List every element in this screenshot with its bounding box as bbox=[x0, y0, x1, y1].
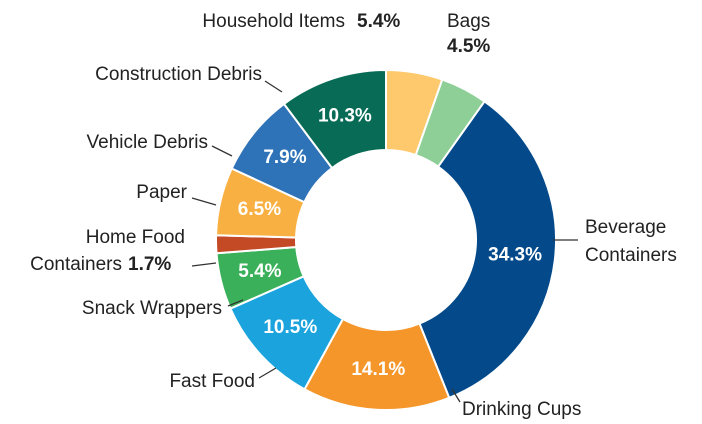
value-label: 5.4% bbox=[357, 11, 400, 32]
category-label: Vehicle Debris bbox=[87, 132, 208, 153]
value-label: 10.3% bbox=[318, 106, 372, 127]
leader-line bbox=[191, 197, 217, 206]
category-label: Paper bbox=[136, 182, 187, 203]
value-label: 5.4% bbox=[238, 261, 281, 282]
value-label: 7.9% bbox=[263, 147, 306, 168]
category-label: Fast Food bbox=[169, 371, 255, 392]
donut-slice bbox=[418, 100, 557, 400]
value-label: 34.3% bbox=[488, 244, 542, 265]
value-label: 6.5% bbox=[238, 199, 281, 220]
leader-line bbox=[227, 299, 244, 307]
value-label: 14.1% bbox=[351, 359, 405, 380]
leader-line bbox=[451, 388, 461, 403]
label-line: Home Food bbox=[86, 227, 185, 248]
category-label: Home Food Containers bbox=[30, 227, 185, 275]
leader-line bbox=[258, 367, 277, 379]
label-line: Containers bbox=[30, 254, 122, 275]
leader-line bbox=[211, 145, 233, 157]
leader-line bbox=[191, 262, 217, 267]
label-line: Beverage bbox=[585, 217, 666, 238]
value-label: 10.5% bbox=[263, 317, 317, 338]
category-label: Beverage Containers bbox=[585, 217, 677, 266]
value-label: 4.5% bbox=[447, 36, 490, 57]
category-label: Bags bbox=[447, 11, 490, 32]
leader-line bbox=[264, 80, 283, 93]
label-line: Containers bbox=[585, 245, 677, 266]
value-label: 1.7% bbox=[128, 254, 171, 275]
category-label: Drinking Cups bbox=[462, 399, 581, 420]
category-label: Snack Wrappers bbox=[82, 298, 222, 319]
category-label: Household Items bbox=[202, 11, 345, 32]
category-label: Construction Debris bbox=[95, 64, 262, 85]
donut-slice bbox=[282, 68, 387, 170]
